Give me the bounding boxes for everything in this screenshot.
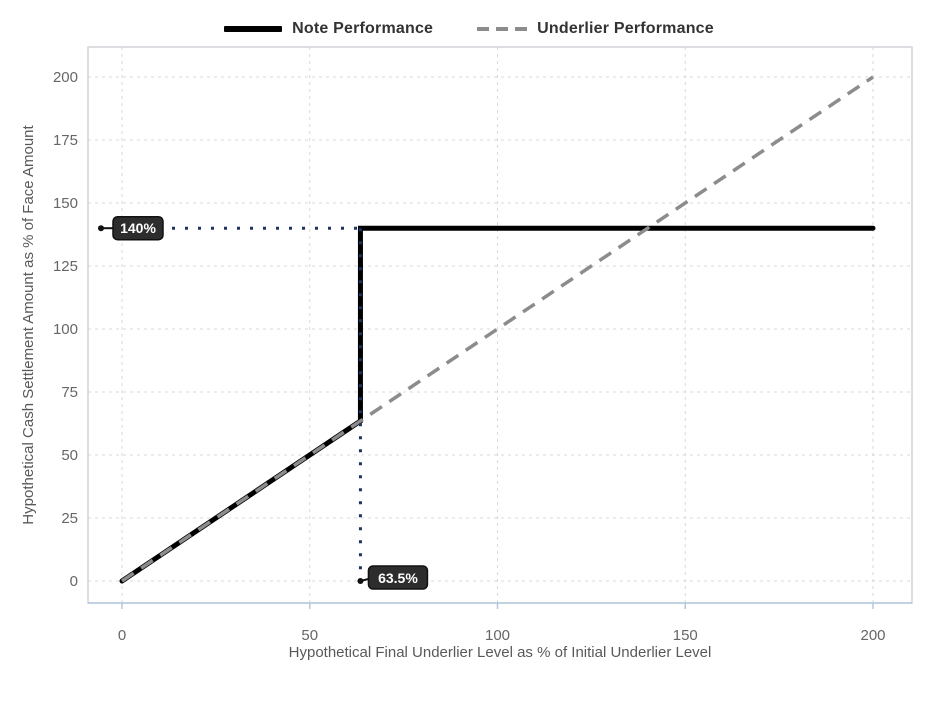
note-line-swatch-icon: [224, 26, 283, 32]
legend-label-underlier: Underlier Performance: [537, 20, 714, 37]
legend-item-note-performance: Note Performance: [224, 20, 433, 38]
legend-label-note: Note Performance: [292, 20, 434, 37]
y-tick-label-50: 50: [61, 447, 78, 464]
callout-label-140: 140%: [120, 220, 156, 236]
callout-box-140: [112, 215, 164, 241]
x-axis-title: Hypothetical Final Underlier Level as % …: [289, 644, 712, 661]
y-tick-label-125: 125: [53, 258, 78, 275]
y-tick-label-100: 100: [53, 321, 78, 338]
underlier-performance-line: [121, 75, 874, 583]
underlier-line-swatch-icon: [477, 27, 528, 31]
x-tick-label-100: 100: [485, 627, 510, 644]
y-tick-label-150: 150: [53, 195, 78, 212]
y-tick-label-0: 0: [70, 573, 78, 590]
x-tick-label-150: 150: [673, 627, 698, 644]
callout-box-63-5: [367, 565, 429, 590]
y-tick-label-200: 200: [53, 69, 78, 86]
x-tick-label-200: 200: [860, 627, 885, 644]
x-tick-label-50: 50: [301, 627, 318, 644]
x-tick-label-0: 0: [118, 627, 126, 644]
y-axis-title: Hypothetical Cash Settlement Amount as %…: [20, 124, 37, 524]
callout-label-63-5: 63.5%: [378, 570, 418, 586]
legend-item-underlier-performance: Underlier Performance: [477, 20, 714, 38]
chart-legend: Note Performance Underlier Performance: [0, 20, 938, 38]
y-tick-label-175: 175: [53, 132, 78, 149]
y-tick-label-25: 25: [61, 510, 78, 527]
y-tick-label-75: 75: [61, 384, 78, 401]
